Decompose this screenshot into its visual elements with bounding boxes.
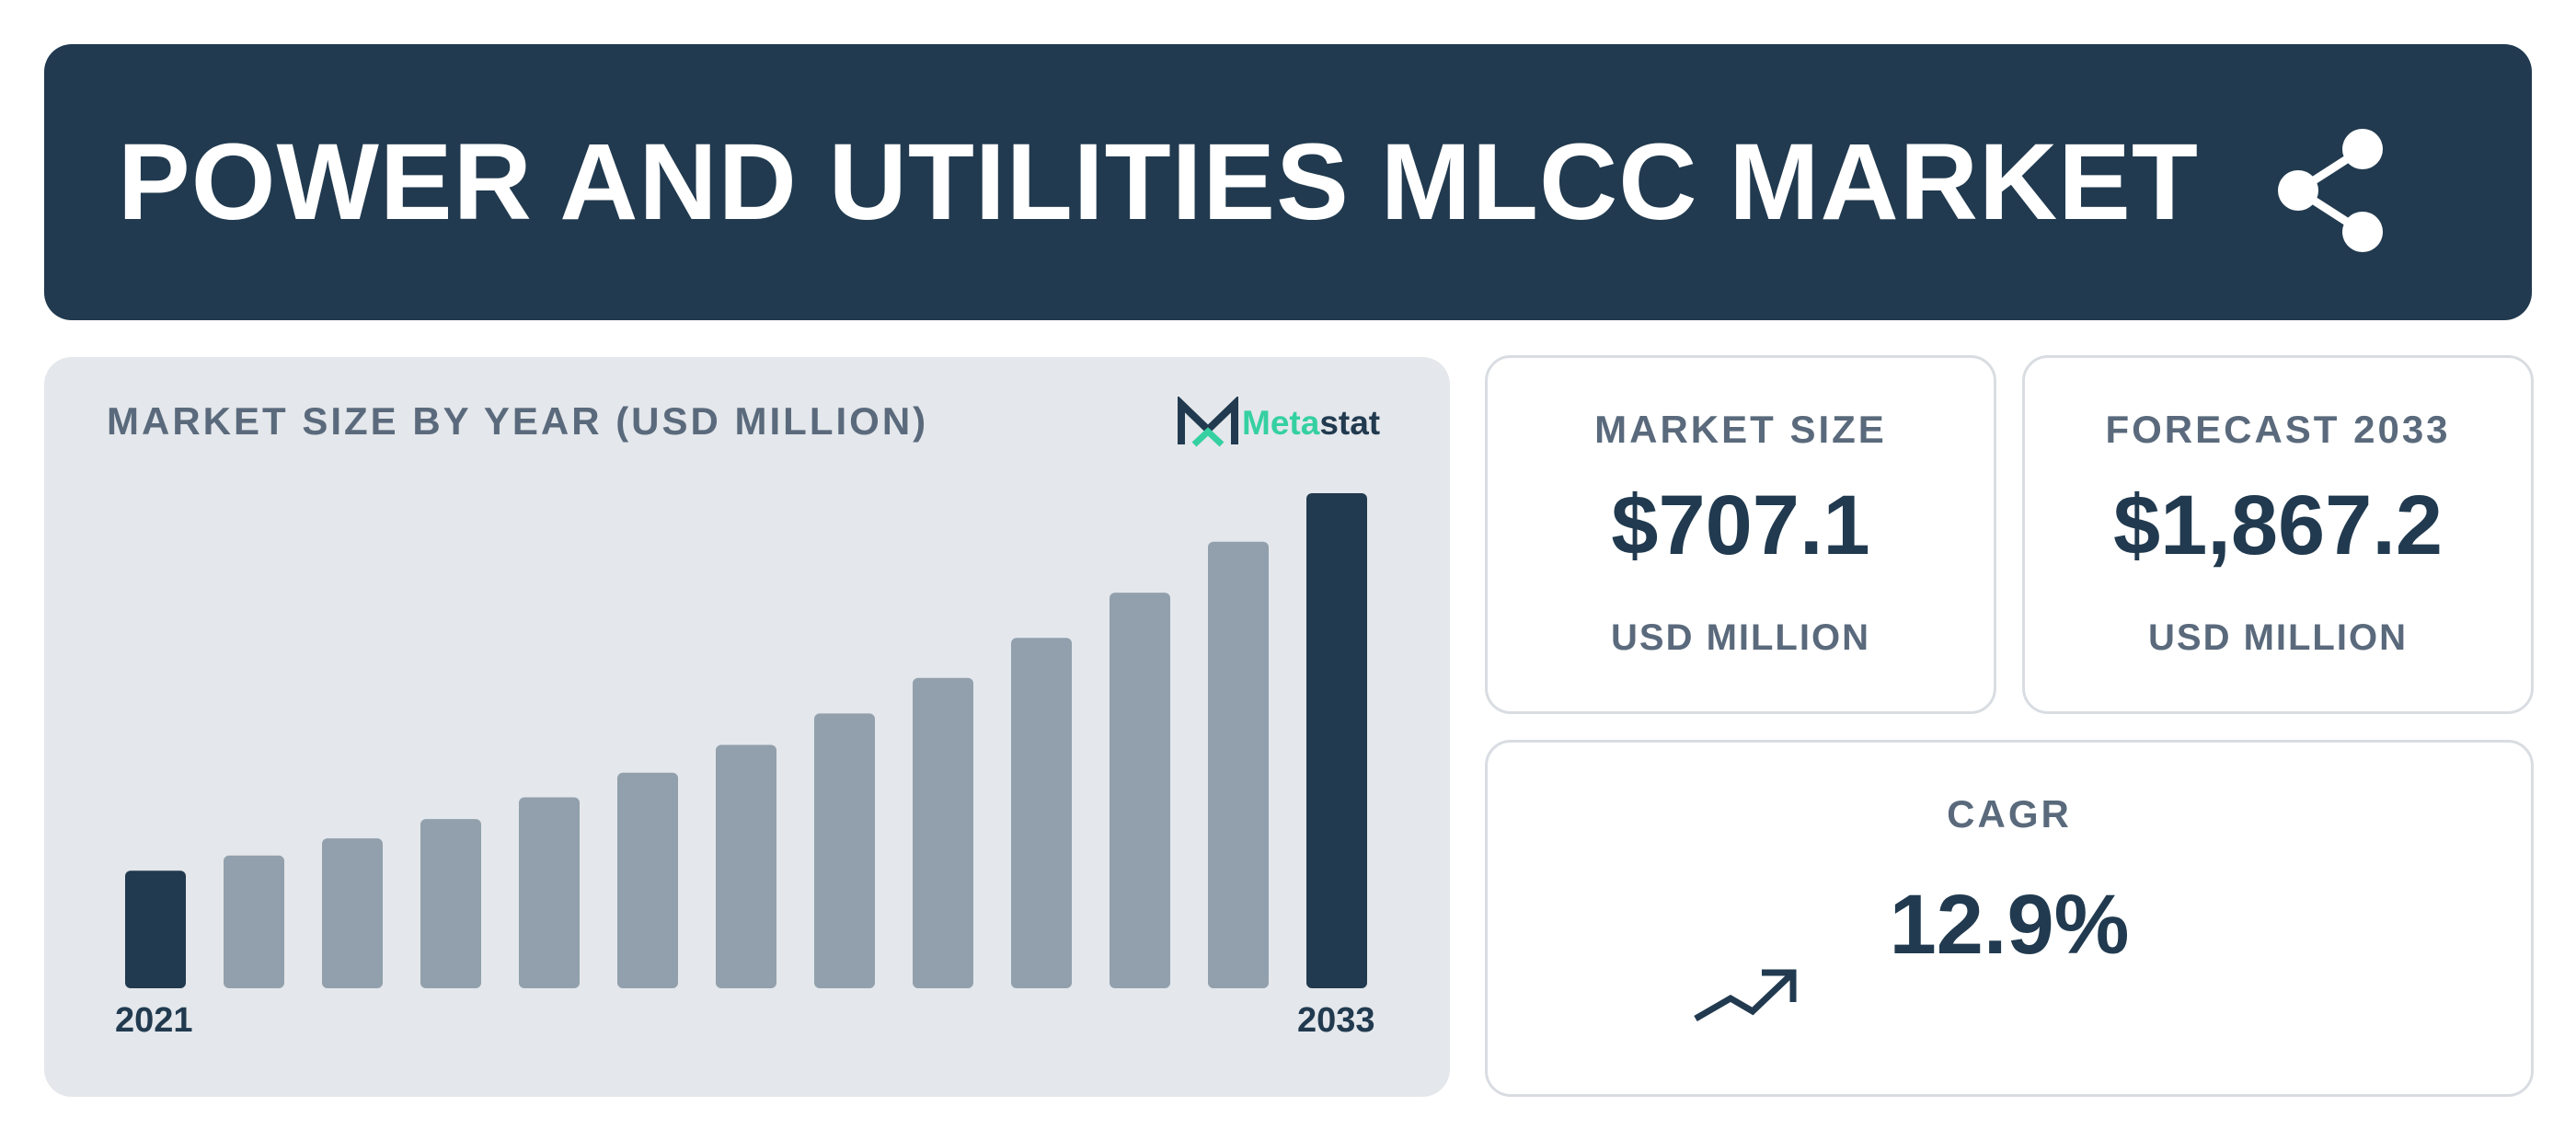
- x-axis-label-last: 2033: [1297, 1001, 1375, 1040]
- cagr-value: 12.9%: [1889, 878, 2130, 972]
- bar-2031: [1110, 593, 1170, 988]
- bar-2030: [1011, 638, 1072, 988]
- page-title: POWER AND UTILITIES MLCC MARKET: [118, 121, 2199, 243]
- bar-2024: [420, 819, 481, 988]
- metastat-logo-mark: [1178, 397, 1238, 447]
- cagr-card: CAGR 12.9%: [1485, 740, 2534, 1097]
- market-size-value: $707.1: [1611, 478, 1870, 572]
- bar-2025: [519, 797, 580, 988]
- market-size-label: MARKET SIZE: [1594, 408, 1887, 451]
- bar-2029: [913, 677, 973, 988]
- bar-2026: [617, 772, 678, 988]
- metastat-logo: Metastat: [1178, 396, 1380, 451]
- logo-text-prefix: Meta: [1242, 404, 1320, 442]
- forecast-value: $1,867.2: [2112, 478, 2444, 572]
- bar-2022: [224, 855, 284, 988]
- chart-panel: MARKET SIZE BY YEAR (USD MILLION) Metast…: [44, 357, 1450, 1097]
- forecast-label: FORECAST 2033: [2105, 408, 2451, 451]
- cagr-label: CAGR: [1947, 792, 2072, 836]
- market-size-unit: USD MILLION: [1611, 617, 1870, 658]
- trend-up-icon: [1694, 969, 1797, 1022]
- forecast-unit: USD MILLION: [2148, 617, 2408, 658]
- logo-text-suffix: stat: [1319, 404, 1381, 442]
- bar-2021: [125, 870, 186, 988]
- x-axis-label-first: 2021: [115, 1001, 193, 1040]
- forecast-card: FORECAST 2033 $1,867.2 USD MILLION: [2022, 355, 2534, 714]
- bar-2028: [814, 713, 875, 988]
- share-icon[interactable]: [2263, 121, 2401, 259]
- bar-2032: [1208, 541, 1269, 988]
- bar-2023: [322, 838, 383, 988]
- header-banner: POWER AND UTILITIES MLCC MARKET: [44, 44, 2532, 320]
- bar-chart: [125, 493, 1367, 988]
- bar-2033: [1306, 493, 1367, 988]
- bar-2027: [716, 744, 776, 988]
- market-size-card: MARKET SIZE $707.1 USD MILLION: [1485, 355, 1996, 714]
- chart-title: MARKET SIZE BY YEAR (USD MILLION): [107, 399, 929, 443]
